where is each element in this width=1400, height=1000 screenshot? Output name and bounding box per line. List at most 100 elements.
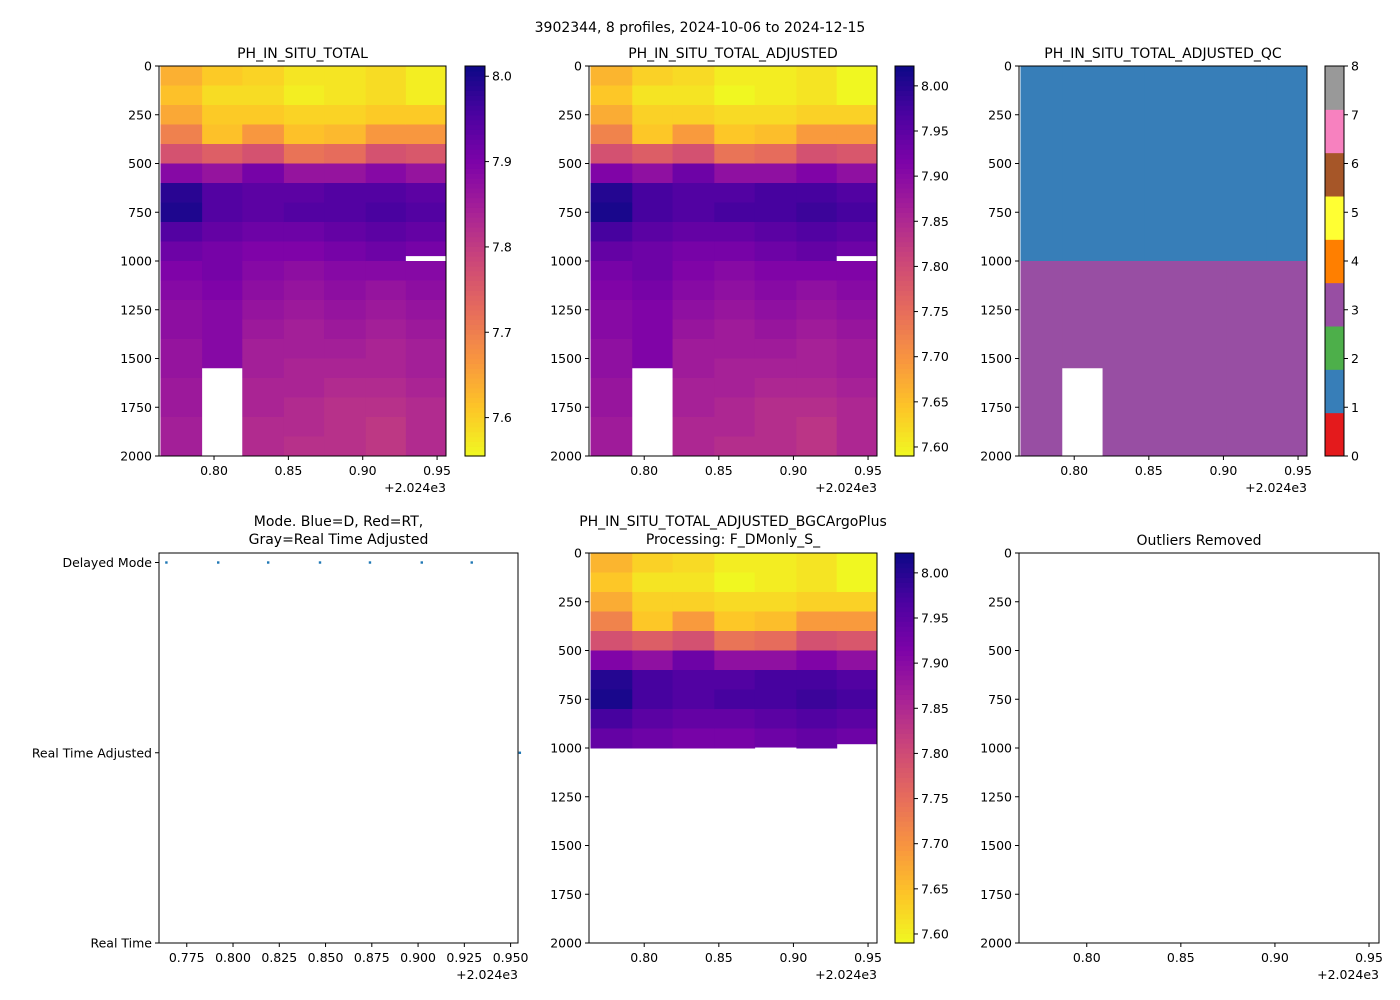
qc-cell <box>1020 66 1063 261</box>
colorbar-segment <box>465 280 485 286</box>
heatmap-cell <box>754 631 797 651</box>
colorbar-tick-label: 8.00 <box>921 78 949 93</box>
y-tick-label: 0 <box>574 546 582 561</box>
colorbar-segment <box>895 596 914 603</box>
heatmap-cell <box>714 670 756 690</box>
colorbar-segment <box>895 319 914 325</box>
colorbar-segment <box>895 226 914 233</box>
colorbar-segment <box>1325 196 1344 240</box>
colorbar-segment <box>895 796 914 803</box>
heatmap-cell <box>672 280 715 301</box>
heatmap-cell <box>754 709 797 729</box>
x-tick-label: 0.95 <box>854 950 882 965</box>
colorbar-segment <box>895 787 914 793</box>
colorbar-segment <box>895 324 914 330</box>
qc-cell <box>1144 261 1186 456</box>
heatmap-cell <box>590 417 633 437</box>
colorbar-segment <box>465 329 485 335</box>
heatmap-cell <box>283 261 325 281</box>
heatmap-cell <box>324 378 367 398</box>
heatmap-cell <box>202 319 243 340</box>
colorbar-segment <box>895 256 914 262</box>
colorbar-segment <box>895 694 914 700</box>
heatmap-cell <box>672 124 715 145</box>
heatmap-cell <box>714 261 756 281</box>
heatmap-cell <box>754 261 797 281</box>
heatmap-cell <box>714 436 756 457</box>
colorbar-segment <box>465 412 485 418</box>
heatmap-cell <box>242 183 285 203</box>
x-tick-label: 0.850 <box>308 950 344 965</box>
heatmap-cell <box>836 670 878 690</box>
colorbar-segment <box>895 738 914 744</box>
heatmap-cell <box>632 572 674 593</box>
colorbar-segment <box>895 158 914 165</box>
heatmap-cell <box>590 650 633 671</box>
colorbar-segment <box>465 339 485 345</box>
colorbar-segment <box>895 918 914 925</box>
heatmap-cell <box>405 144 447 164</box>
colorbar-tick-label: 7.85 <box>921 214 949 229</box>
heatmap-cell <box>160 319 203 340</box>
colorbar-segment <box>1325 239 1344 284</box>
colorbar-segment <box>895 95 914 101</box>
colorbar-segment <box>895 163 914 169</box>
heatmap-cell <box>632 709 674 729</box>
heatmap-cell <box>160 378 203 398</box>
colorbar-segment <box>895 874 914 881</box>
colorbar-segment <box>895 704 914 710</box>
colorbar-segment <box>895 743 914 749</box>
heatmap-cell <box>632 728 674 749</box>
colorbar-segment <box>895 640 914 647</box>
heatmap-cell <box>836 611 878 632</box>
heatmap-cell <box>242 358 285 379</box>
colorbar-segment <box>895 353 914 360</box>
colorbar-segment <box>465 431 485 438</box>
heatmap-cell <box>242 66 285 86</box>
colorbar-tick-label: 0 <box>1351 449 1359 464</box>
x-tick-label: 0.775 <box>169 950 205 965</box>
colorbar-segment <box>465 290 485 296</box>
colorbar-segment <box>895 417 914 423</box>
colorbar-segment <box>465 319 485 325</box>
heatmap-cell <box>796 261 838 281</box>
colorbar-segment <box>895 601 914 608</box>
colorbar-segment <box>465 100 485 106</box>
heatmap-cell <box>796 611 838 632</box>
colorbar-segment <box>465 392 485 399</box>
heatmap-cell <box>590 339 633 359</box>
colorbar-segment <box>895 782 914 788</box>
y-tick-label: 1750 <box>120 400 152 415</box>
colorbar-segment <box>465 353 485 360</box>
y-tick-label: 750 <box>558 692 582 707</box>
colorbar-segment <box>465 309 485 316</box>
panel-title: PH_IN_SITU_TOTAL_ADJUSTED <box>628 46 838 62</box>
colorbar-segment <box>895 378 914 384</box>
heatmap-cell <box>405 105 447 125</box>
colorbar-segment <box>895 412 914 418</box>
colorbar-tick-label: 3 <box>1351 302 1359 317</box>
colorbar-segment <box>465 212 485 218</box>
heatmap-cell <box>405 183 447 203</box>
colorbar-adjusted: 7.60 7.65 7.70 7.75 7.80 7.85 7.90 7.95 8.00 <box>894 65 949 457</box>
heatmap-cell <box>242 105 285 125</box>
heatmap-cell <box>836 66 878 86</box>
heatmap-cell <box>283 358 325 379</box>
colorbar-segment <box>465 109 485 116</box>
heatmap-cell <box>242 241 285 262</box>
y-tick-label: 0 <box>1004 59 1012 74</box>
colorbar-segment <box>895 139 914 145</box>
colorbar-segment <box>895 679 914 686</box>
data-gap <box>1062 368 1103 456</box>
heatmap-cell <box>590 378 633 398</box>
x-tick-label: 0.950 <box>493 950 529 965</box>
colorbar-segment <box>895 801 914 808</box>
colorbar-segment <box>895 129 914 135</box>
heatmap-cell <box>632 631 674 651</box>
heatmap-cell <box>714 339 756 359</box>
x-offset-label: +2.024e3 <box>815 480 877 495</box>
heatmap-cell <box>632 144 674 164</box>
colorbar-segment <box>895 592 914 598</box>
colorbar-tick-label: 7.9 <box>492 154 512 169</box>
colorbar-segment <box>465 207 485 213</box>
